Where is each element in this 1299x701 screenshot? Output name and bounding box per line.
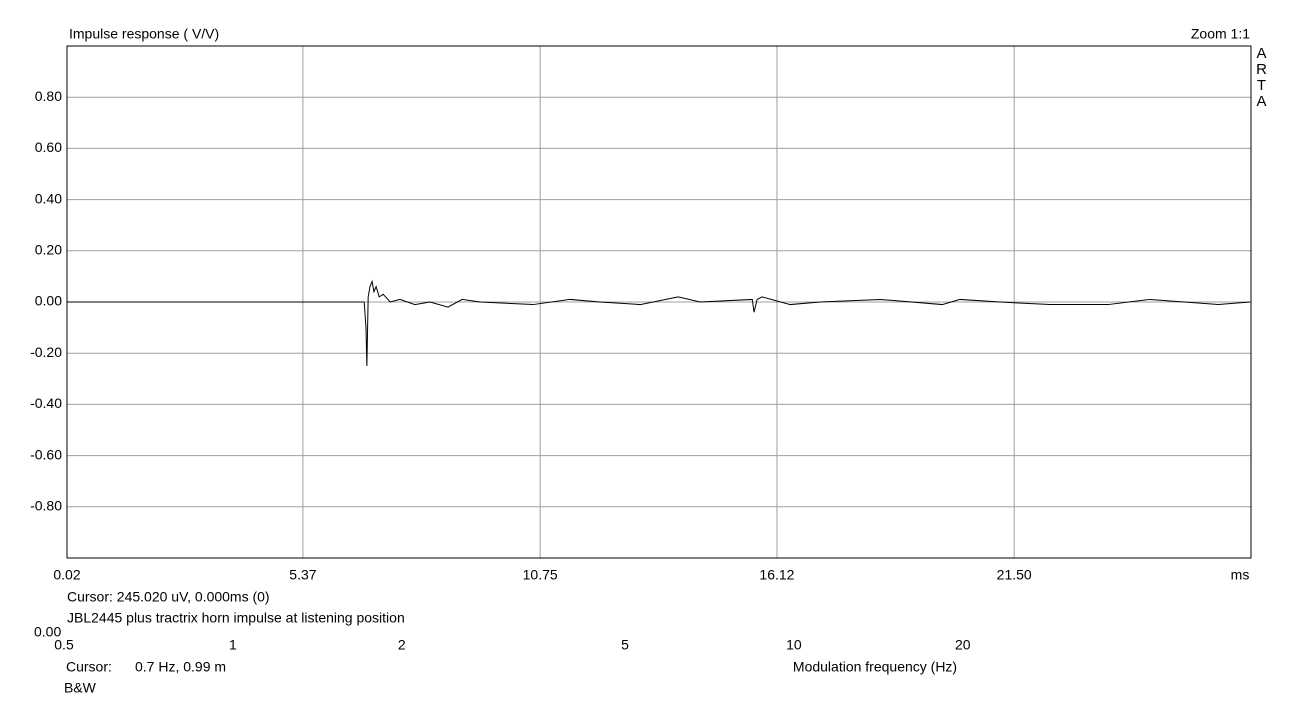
underlay-x-tick-label: 5 — [621, 637, 629, 653]
x-axis-unit: ms — [1231, 567, 1250, 583]
y-tick-label: -0.60 — [30, 446, 62, 462]
underlay-footer: B&W — [64, 680, 97, 696]
underlay-x-tick-label: 0.5 — [54, 637, 74, 653]
y-tick-label: -0.40 — [30, 395, 62, 411]
y-tick-label: -0.20 — [30, 344, 62, 360]
brand-label: ARTA — [1256, 45, 1267, 110]
underlay-x-tick-label: 1 — [229, 637, 237, 653]
underlay-x-tick-label: 2 — [398, 637, 406, 653]
underlay-x-tick-label: 10 — [786, 637, 802, 653]
x-tick-label: 5.37 — [289, 567, 316, 583]
zoom-label: Zoom 1:1 — [1191, 26, 1250, 42]
y-tick-label: 0.60 — [35, 139, 62, 155]
underlay-cut-tick: 0.00 — [34, 624, 61, 640]
y-tick-label: 0.00 — [35, 293, 62, 309]
y-tick-label: 0.80 — [35, 88, 62, 104]
caption: JBL2445 plus tractrix horn impulse at li… — [67, 610, 405, 626]
underlay-x-label: Modulation frequency (Hz) — [793, 659, 957, 675]
y-tick-label: -0.80 — [30, 498, 62, 514]
cursor-readout: Cursor: 245.020 uV, 0.000ms (0) — [67, 589, 270, 605]
x-tick-label: 0.02 — [53, 567, 80, 583]
underlay-cursor-value: 0.7 Hz, 0.99 m — [135, 659, 226, 675]
y-tick-label: 0.40 — [35, 190, 62, 206]
y-tick-label: 0.20 — [35, 242, 62, 258]
x-tick-label: 16.12 — [759, 567, 794, 583]
x-tick-label: 21.50 — [997, 567, 1032, 583]
chart-title: Impulse response ( V/V) — [69, 26, 219, 42]
underlay-cursor-label: Cursor: — [66, 659, 112, 675]
x-tick-label: 10.75 — [523, 567, 558, 583]
impulse-line — [67, 279, 1251, 367]
underlay-x-tick-label: 20 — [955, 637, 971, 653]
